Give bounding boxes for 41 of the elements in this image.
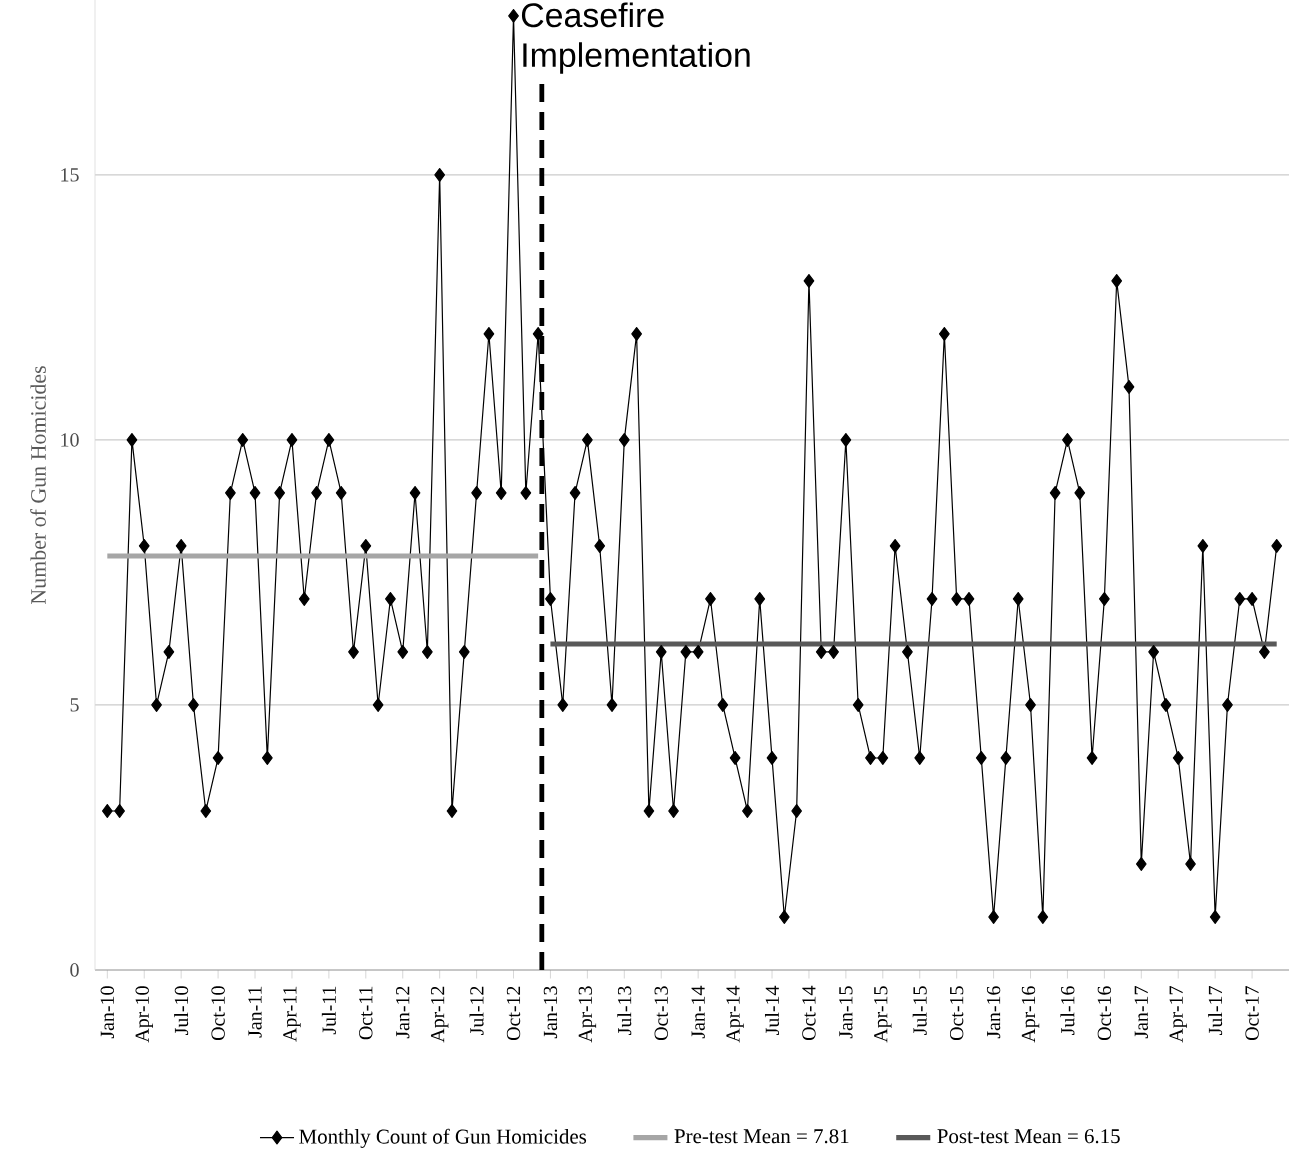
x-tick-label: Jul-16 [1060,986,1075,1035]
x-tick-label: Apr-16 [1021,986,1040,1043]
x-tick-label: Jul-14 [764,985,780,1035]
x-tick-label: Jan-17 [1134,986,1148,1039]
x-tick-label: Oct-12 [506,986,521,1041]
x-tick-label: Jan-12 [396,986,410,1039]
x-tick-label: Oct-16 [1097,986,1112,1041]
x-tick-label: Jan-14 [691,985,705,1039]
x-tick-label: Jul-11 [321,986,336,1035]
legend-label: Post-test Mean = 6.15 [937,1129,1120,1144]
x-tick-label: Jan-15 [839,986,853,1039]
y-tick-label: 0 [70,963,79,977]
x-tick-label: Apr-11 [283,986,301,1042]
x-tick-label: Apr-10 [135,986,153,1043]
x-tick-label: Jul-15 [912,986,927,1035]
x-tick-label: Apr-17 [1169,986,1187,1043]
legend-label: Monthly Count of Gun Homicides [299,1128,587,1148]
x-tick-label: Jan-10 [100,986,115,1039]
x-tick-label: Apr-14 [726,985,744,1043]
x-tick-label: Oct-15 [949,986,964,1041]
y-axis-title: Number of Gun Homicides [30,366,46,604]
y-tick-label: 5 [70,698,79,712]
x-tick-label: Oct-11 [359,986,373,1040]
x-tick-label: Oct-14 [802,985,816,1041]
x-tick-label: Jul-10 [174,986,189,1035]
y-tick-label: 15 [61,168,79,182]
x-tick-label: Jan-16 [986,986,1001,1039]
legend-label: Pre-test Mean = 7.81 [674,1129,849,1144]
x-tick-label: Jul-17 [1208,986,1223,1035]
x-tick-label: Jan-11 [248,986,262,1038]
ref-line-label: Ceasefire Implementation [521,2,750,74]
x-tick-label: Oct-17 [1245,986,1259,1041]
x-tick-label: Apr-13 [578,986,597,1043]
x-tick-label: Apr-12 [430,986,449,1043]
x-tick-label: Oct-10 [211,986,225,1041]
x-tick-label: Apr-15 [874,986,892,1043]
x-tick-label: Jul-13 [617,986,632,1035]
x-tick-label: Jul-12 [469,986,484,1035]
x-tick-label: Jan-13 [543,986,558,1039]
y-tick-label: 10 [61,433,79,447]
x-tick-label: Oct-13 [654,986,668,1041]
